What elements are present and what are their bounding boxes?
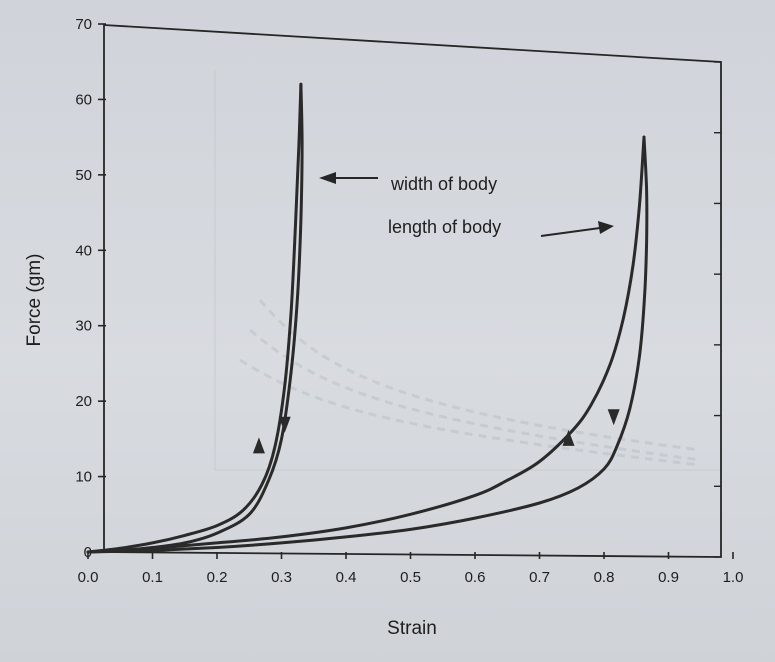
annotation-width-arrowhead (319, 172, 336, 184)
curves (86, 82, 649, 554)
x-tick-label: 0.2 (207, 569, 228, 586)
x-axis-title: Strain (387, 618, 437, 639)
y-tick-label: 40 (75, 242, 92, 259)
show-through-marks (214, 70, 720, 471)
annotation-length-arrowhead (598, 221, 614, 234)
x-tick-label: 0.4 (336, 569, 357, 586)
y-tick-label: 70 (75, 16, 92, 33)
series-1-unloading-line (86, 135, 649, 554)
y-tick-label: 60 (75, 91, 92, 108)
arrow-down-icon (607, 409, 620, 426)
arrow-up-icon (562, 429, 575, 446)
y-axis-title: Force (gm) (24, 254, 45, 347)
x-tick-label: 1.0 (723, 569, 744, 586)
y-tick-label: 50 (75, 167, 92, 184)
y-tick-label: 20 (75, 393, 92, 410)
annotation-width-of-body: width of body (319, 172, 497, 194)
series-1-loading-line (86, 135, 646, 554)
y-tick-label: 10 (75, 469, 92, 486)
arrow-down-icon (278, 416, 291, 433)
x-tick-label: 0.5 (400, 569, 421, 586)
x-tick-label: 0.0 (78, 569, 99, 586)
x-tick-label: 0.9 (658, 569, 679, 586)
x-tick-labels: 0.0 0.1 0.2 0.3 0.4 0.5 0.6 0.7 0.8 0.9 1.0 (78, 569, 744, 586)
direction-arrows (252, 409, 620, 454)
axis-ticks (87, 23, 734, 559)
arrow-up-icon (252, 437, 265, 454)
y-tick-label: 30 (75, 318, 92, 335)
annotation-width-label: width of body (390, 174, 497, 194)
series-0-loading-line (86, 82, 303, 554)
x-tick-label: 0.1 (142, 569, 163, 586)
annotation-length-arrow-line (540, 227, 601, 237)
series-0-unloading-line (86, 82, 304, 554)
annotation-length-of-body: length of body (388, 217, 614, 237)
annotation-length-label: length of body (388, 217, 501, 237)
x-tick-label: 0.3 (271, 569, 292, 586)
x-tick-label: 0.6 (465, 569, 486, 586)
x-tick-label: 0.8 (594, 569, 615, 586)
x-tick-label: 0.7 (529, 569, 550, 586)
